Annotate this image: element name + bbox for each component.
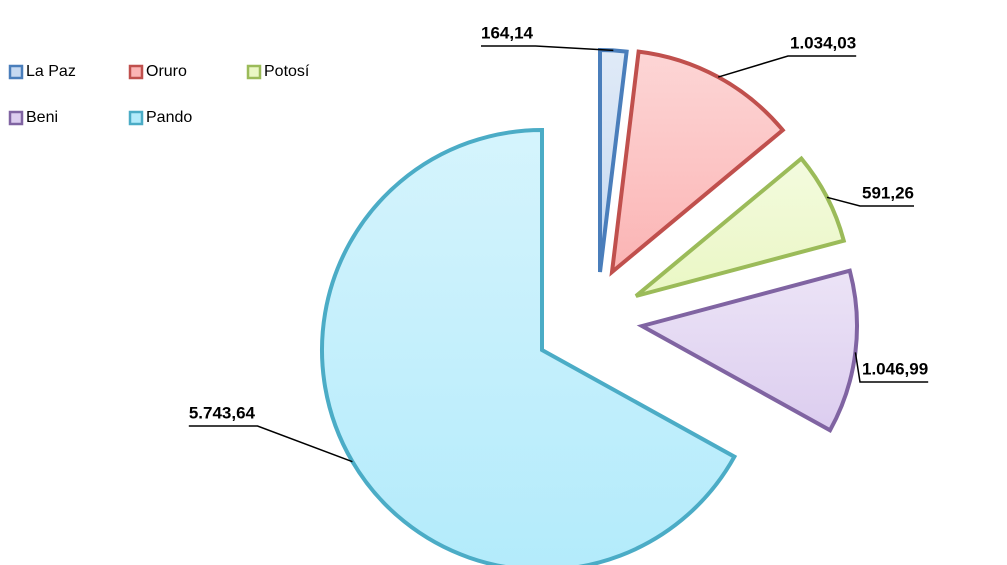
leader-line <box>481 45 614 52</box>
legend-marker <box>128 110 144 126</box>
data-label: 5.743,64 <box>189 403 256 422</box>
pie-slice <box>320 127 738 565</box>
leader-line <box>188 425 353 463</box>
legend-label: Pando <box>146 109 192 126</box>
leader-line <box>826 196 914 207</box>
leader-line <box>717 55 857 78</box>
data-label: 1.034,03 <box>790 33 856 52</box>
data-label: 1.046,99 <box>862 359 928 378</box>
legend-label: La Paz <box>26 63 76 80</box>
pie-slice <box>636 268 859 433</box>
legend-label: Beni <box>26 109 58 126</box>
legend-marker <box>246 64 262 80</box>
legend-marker <box>8 64 24 80</box>
legend-marker <box>8 110 24 126</box>
legend-marker <box>128 64 144 80</box>
leader-line <box>854 352 929 383</box>
legend-label: Potosí <box>264 63 310 80</box>
legend-label: Oruro <box>146 63 187 80</box>
data-label: 164,14 <box>481 23 534 42</box>
data-label: 591,26 <box>862 183 914 202</box>
